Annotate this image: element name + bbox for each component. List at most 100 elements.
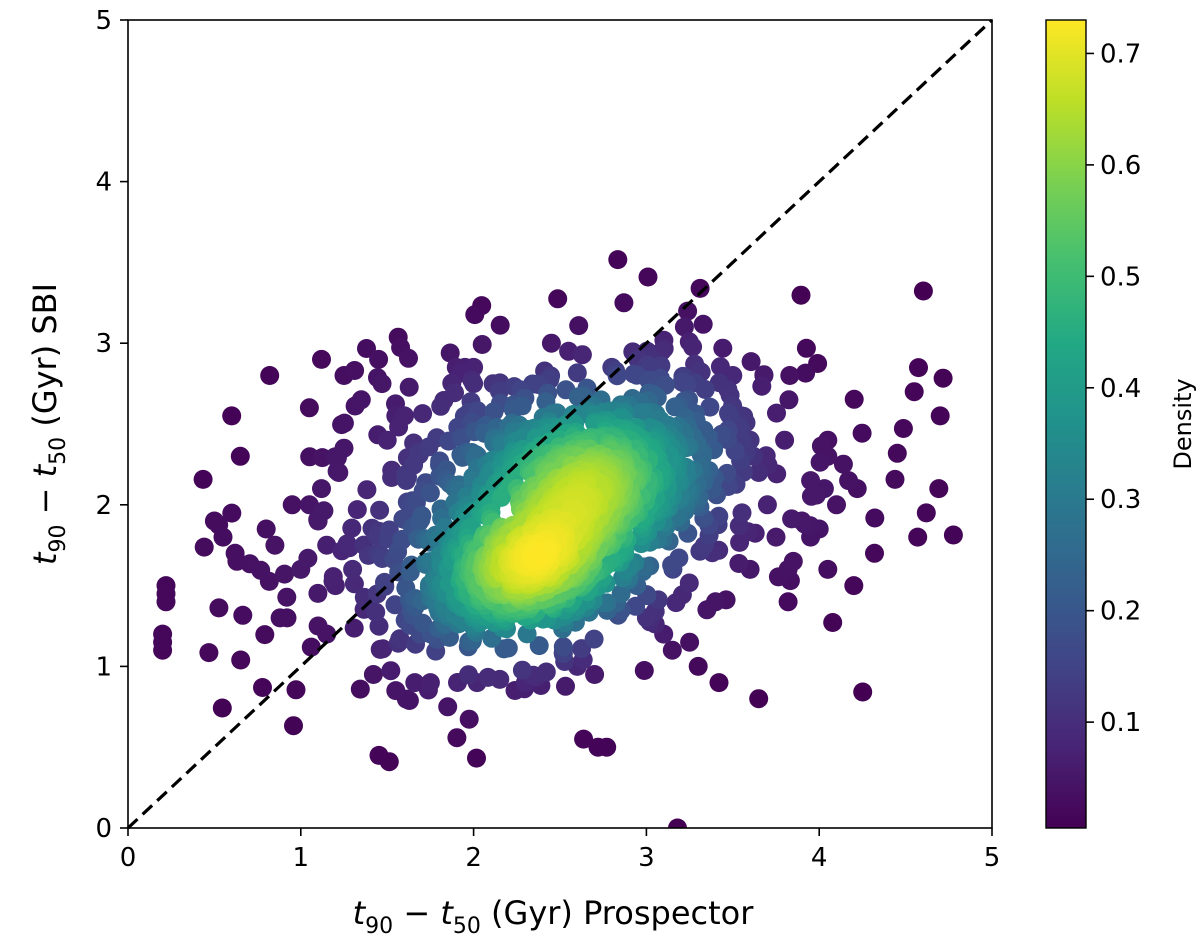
- data-point: [574, 729, 594, 749]
- data-point: [342, 518, 362, 538]
- x-tick-label: 0: [120, 843, 137, 873]
- data-point: [312, 349, 331, 369]
- data-point: [741, 352, 761, 372]
- data-point: [212, 698, 232, 718]
- data-point: [782, 509, 802, 529]
- data-point: [199, 643, 219, 663]
- data-point: [233, 605, 253, 625]
- data-point: [255, 625, 275, 645]
- data-point: [749, 689, 769, 709]
- data-point: [467, 748, 486, 768]
- y-tick-label: 4: [95, 168, 112, 198]
- x-tick-label: 3: [638, 843, 655, 873]
- data-point: [709, 373, 729, 393]
- data-point: [329, 463, 349, 482]
- x-tick-label: 5: [984, 843, 1001, 873]
- data-point: [363, 665, 383, 684]
- data-point: [375, 572, 394, 592]
- data-point: [893, 419, 913, 438]
- data-point: [447, 728, 467, 748]
- data-point: [700, 397, 720, 417]
- data-point: [801, 471, 821, 491]
- data-point: [638, 267, 658, 287]
- data-point: [608, 250, 628, 270]
- data-point: [929, 479, 949, 499]
- data-point: [420, 483, 440, 503]
- data-point: [668, 818, 687, 828]
- data-point: [286, 680, 306, 700]
- colorbar-tick-label: 0.2: [1100, 597, 1141, 627]
- data-point: [529, 543, 548, 563]
- data-point: [366, 602, 386, 622]
- data-point: [277, 587, 297, 607]
- data-point: [299, 495, 319, 515]
- data-point: [334, 413, 354, 433]
- data-point: [852, 423, 872, 443]
- data-point: [357, 339, 376, 358]
- data-point: [369, 349, 389, 369]
- data-point: [683, 337, 703, 357]
- colorbar-label: Density: [1169, 378, 1197, 469]
- data-point: [459, 665, 478, 685]
- y-axis-label: t90 − t50 (Gyr) SBI: [26, 283, 71, 565]
- data-point: [584, 629, 604, 649]
- data-point: [909, 358, 928, 378]
- data-point: [677, 375, 697, 395]
- data-point: [323, 567, 343, 587]
- data-point: [386, 681, 406, 701]
- data-point: [908, 527, 928, 547]
- data-point: [541, 333, 561, 353]
- data-point: [844, 576, 864, 596]
- data-point: [411, 510, 431, 529]
- data-point: [317, 535, 337, 555]
- data-point: [396, 471, 416, 490]
- data-point: [752, 376, 772, 396]
- data-point: [503, 400, 523, 420]
- plot-frame: [127, 19, 993, 829]
- data-point: [231, 650, 251, 670]
- data-point: [459, 709, 479, 729]
- data-point: [732, 503, 752, 523]
- y-tick-label: 3: [95, 329, 112, 359]
- data-point: [512, 660, 532, 680]
- data-point: [344, 574, 364, 594]
- colorbar-ticks: 0.1 0.2 0.3 0.4 0.5 0.6 0.7: [1086, 39, 1141, 738]
- data-point: [796, 363, 816, 383]
- data-point: [314, 501, 334, 521]
- data-point: [156, 592, 176, 612]
- colorbar-tick-label: 0.6: [1100, 151, 1141, 181]
- data-point: [378, 529, 398, 549]
- data-point: [778, 592, 798, 612]
- data-point: [277, 608, 297, 628]
- x-tick-label: 2: [465, 843, 482, 873]
- data-point: [484, 402, 504, 422]
- data-point: [464, 374, 484, 394]
- data-point: [688, 656, 708, 676]
- data-point: [431, 396, 451, 416]
- data-point: [588, 737, 608, 757]
- data-point: [853, 682, 873, 702]
- data-point: [679, 573, 699, 593]
- data-point: [308, 583, 328, 603]
- scatter-points: [153, 250, 963, 828]
- data-point: [674, 317, 694, 337]
- data-point: [420, 673, 440, 693]
- data-point: [783, 551, 803, 571]
- data-point: [256, 519, 276, 539]
- data-point: [347, 500, 367, 520]
- data-point: [631, 403, 651, 423]
- data-point: [662, 555, 682, 575]
- data-point: [345, 361, 365, 380]
- data-point: [865, 508, 885, 528]
- data-point: [213, 527, 233, 547]
- data-point: [438, 697, 458, 717]
- data-point: [775, 430, 795, 450]
- data-point: [553, 637, 573, 657]
- data-point: [390, 629, 410, 649]
- data-point: [693, 314, 713, 334]
- data-point: [801, 486, 821, 506]
- data-point: [916, 503, 936, 523]
- data-point: [818, 559, 838, 579]
- data-point: [490, 315, 510, 335]
- data-point: [833, 454, 853, 474]
